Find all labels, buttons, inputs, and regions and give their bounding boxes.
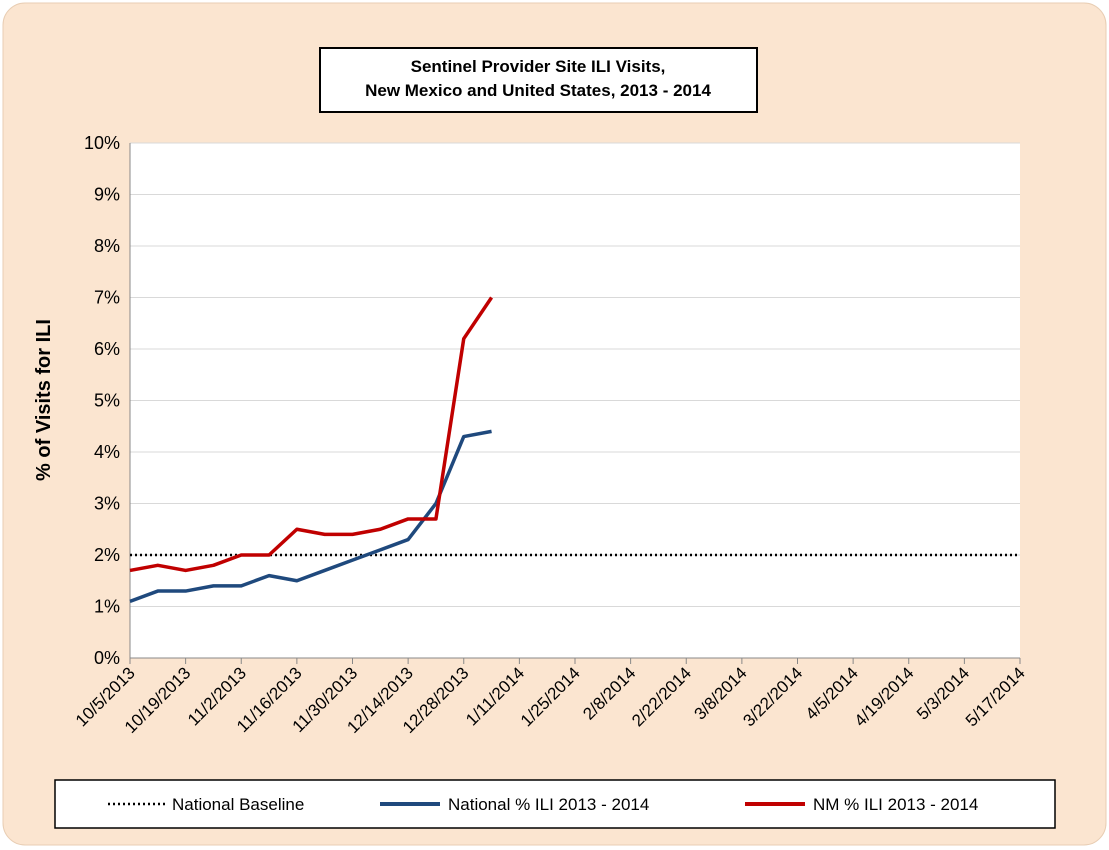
series-line — [129, 296, 494, 573]
y-tick-label: 4% — [94, 442, 120, 462]
legend-label: NM % ILI 2013 - 2014 — [813, 795, 978, 814]
series-line — [129, 429, 492, 603]
y-tick-label: 9% — [94, 185, 120, 205]
chart-title: Sentinel Provider Site ILI Visits, — [411, 57, 666, 76]
y-tick-label: 5% — [94, 391, 120, 411]
y-tick-label: 6% — [94, 339, 120, 359]
y-tick-label: 2% — [94, 545, 120, 565]
legend-label: National % ILI 2013 - 2014 — [448, 795, 649, 814]
y-tick-label: 7% — [94, 288, 120, 308]
chart-title: New Mexico and United States, 2013 - 201… — [365, 81, 711, 100]
legend-label: National Baseline — [172, 795, 304, 814]
legend — [54, 779, 1056, 829]
y-tick-label: 3% — [94, 494, 120, 514]
title-box — [319, 47, 758, 113]
y-tick-label: 1% — [94, 597, 120, 617]
y-tick-label: 8% — [94, 236, 120, 256]
y-tick-label: 0% — [94, 648, 120, 668]
y-axis-title: % of Visits for ILI — [33, 319, 55, 481]
y-tick-label: 10% — [84, 133, 120, 153]
